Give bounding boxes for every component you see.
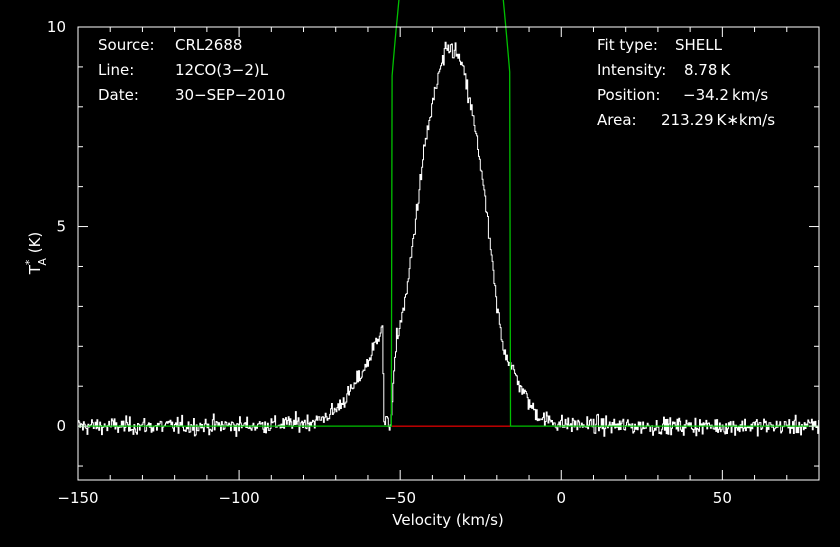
ticks-layer: −150 −100 −50 0 50 0 5 10 bbox=[47, 18, 820, 507]
intensity-value: 8.78 K bbox=[684, 61, 731, 79]
y-axis-label-sup: * bbox=[23, 259, 36, 265]
y-axis-label-sub: A bbox=[36, 258, 49, 266]
x-tick-label: 0 bbox=[556, 489, 566, 507]
x-tick-label: −50 bbox=[384, 489, 416, 507]
date-label: Date: bbox=[98, 86, 139, 104]
position-label: Position: bbox=[597, 86, 660, 104]
source-value: CRL2688 bbox=[175, 36, 242, 54]
x-tick-label: −150 bbox=[57, 489, 98, 507]
y-axis-label-main: T bbox=[26, 264, 44, 275]
spectrum-trace bbox=[78, 41, 820, 437]
y-tick-label: 0 bbox=[56, 417, 66, 435]
fit-type-value: SHELL bbox=[675, 36, 723, 54]
x-tick-label: −100 bbox=[218, 489, 259, 507]
x-axis-label: Velocity (km/s) bbox=[392, 511, 503, 529]
svg-text:T*A (K): T*A (K) bbox=[23, 232, 49, 276]
area-value: 213.29 K∗km/s bbox=[661, 111, 775, 129]
fit-type-label: Fit type: bbox=[597, 36, 658, 54]
line-label: Line: bbox=[98, 61, 134, 79]
fit-curve bbox=[78, 0, 819, 427]
plot-layer bbox=[78, 0, 820, 437]
y-tick-label: 5 bbox=[56, 218, 66, 236]
y-axis-label: T*A (K) bbox=[23, 232, 49, 276]
date-value: 30−SEP−2010 bbox=[175, 86, 285, 104]
x-tick-label: 50 bbox=[713, 489, 732, 507]
source-label: Source: bbox=[98, 36, 155, 54]
line-value: 12CO(3−2)L bbox=[175, 61, 269, 79]
position-value: −34.2 km/s bbox=[683, 86, 768, 104]
intensity-label: Intensity: bbox=[597, 61, 666, 79]
y-tick-label: 10 bbox=[47, 18, 66, 36]
plot-frame bbox=[77, 26, 820, 481]
y-axis-label-unit: (K) bbox=[26, 232, 44, 258]
area-label: Area: bbox=[597, 111, 637, 129]
